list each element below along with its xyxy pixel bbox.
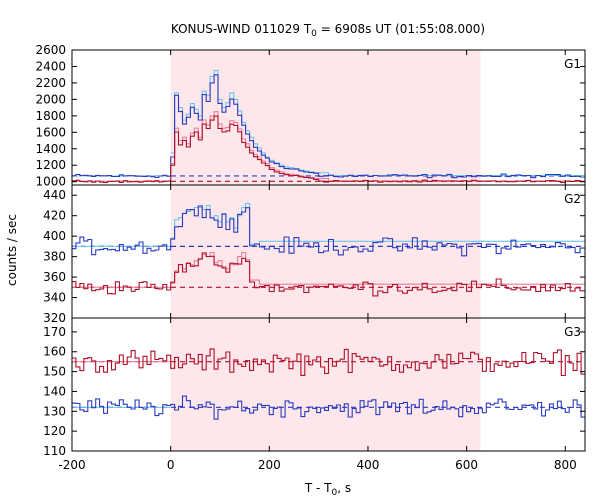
blue-series <box>72 74 585 179</box>
y-tick-label: 110 <box>43 444 66 458</box>
y-tick-label: 340 <box>43 291 66 305</box>
y-tick-label: 140 <box>43 384 66 398</box>
panel-label-G1: G1 <box>564 57 581 71</box>
y-tick-label: 150 <box>43 365 66 379</box>
panel-series-G3 <box>72 348 585 420</box>
x-tick-label: 600 <box>455 458 478 472</box>
highlight-interval-G3 <box>170 318 481 451</box>
chart-title-subscript: 0 <box>311 29 317 39</box>
x-tick-label: 800 <box>554 458 577 472</box>
y-tick-label: 2000 <box>35 92 66 106</box>
blue-series <box>72 205 585 257</box>
y-tick-label: 2600 <box>35 43 66 57</box>
y-tick-label: 2200 <box>35 76 66 90</box>
chart-title-rest: = 6908s UT (01:55:08.000) <box>317 22 485 36</box>
panel-label-G2: G2 <box>564 192 581 206</box>
red-series <box>72 252 585 297</box>
y-tick-label: 360 <box>43 270 66 284</box>
y-tick-label: 170 <box>43 325 66 339</box>
y-tick-label: 400 <box>43 229 66 243</box>
x-tick-label: -200 <box>58 458 85 472</box>
x-tick-label: 400 <box>357 458 380 472</box>
y-tick-label: 380 <box>43 250 66 264</box>
x-axis-label: T - T0, s <box>304 481 351 498</box>
y-tick-label: 1200 <box>35 158 66 172</box>
x-axis-label-rest: , s <box>337 481 351 495</box>
axes-layer: 100012001400160018002000220024002600G132… <box>35 43 586 472</box>
y-tick-label: 2400 <box>35 59 66 73</box>
panel-label-G3: G3 <box>564 325 581 339</box>
chart-title: KONUS-WIND 011029 T0 = 6908s UT (01:55:0… <box>171 22 485 39</box>
x-tick-label: 0 <box>167 458 175 472</box>
highlight-interval-G1 <box>170 50 481 185</box>
y-tick-label: 120 <box>43 424 66 438</box>
y-tick-label: 440 <box>43 188 66 202</box>
y-tick-label: 1600 <box>35 125 66 139</box>
data-layer <box>72 70 585 420</box>
panel-series-G1 <box>72 70 585 183</box>
blue-series <box>72 395 585 420</box>
y-tick-label: 160 <box>43 345 66 359</box>
x-axis-label-subscript: 0 <box>332 488 338 498</box>
y-tick-label: 1800 <box>35 109 66 123</box>
red-series <box>72 115 585 183</box>
red-series <box>72 348 585 377</box>
panel-frame-G3 <box>71 317 586 452</box>
y-tick-label: 130 <box>43 404 66 418</box>
panel-series-G2 <box>72 202 585 297</box>
y-tick-label: 1400 <box>35 142 66 156</box>
y-axis-label: counts / sec <box>5 214 19 286</box>
y-tick-label: 1000 <box>35 175 66 189</box>
y-tick-label: 420 <box>43 209 66 223</box>
x-tick-label: 200 <box>258 458 281 472</box>
y-tick-label: 320 <box>43 311 66 325</box>
